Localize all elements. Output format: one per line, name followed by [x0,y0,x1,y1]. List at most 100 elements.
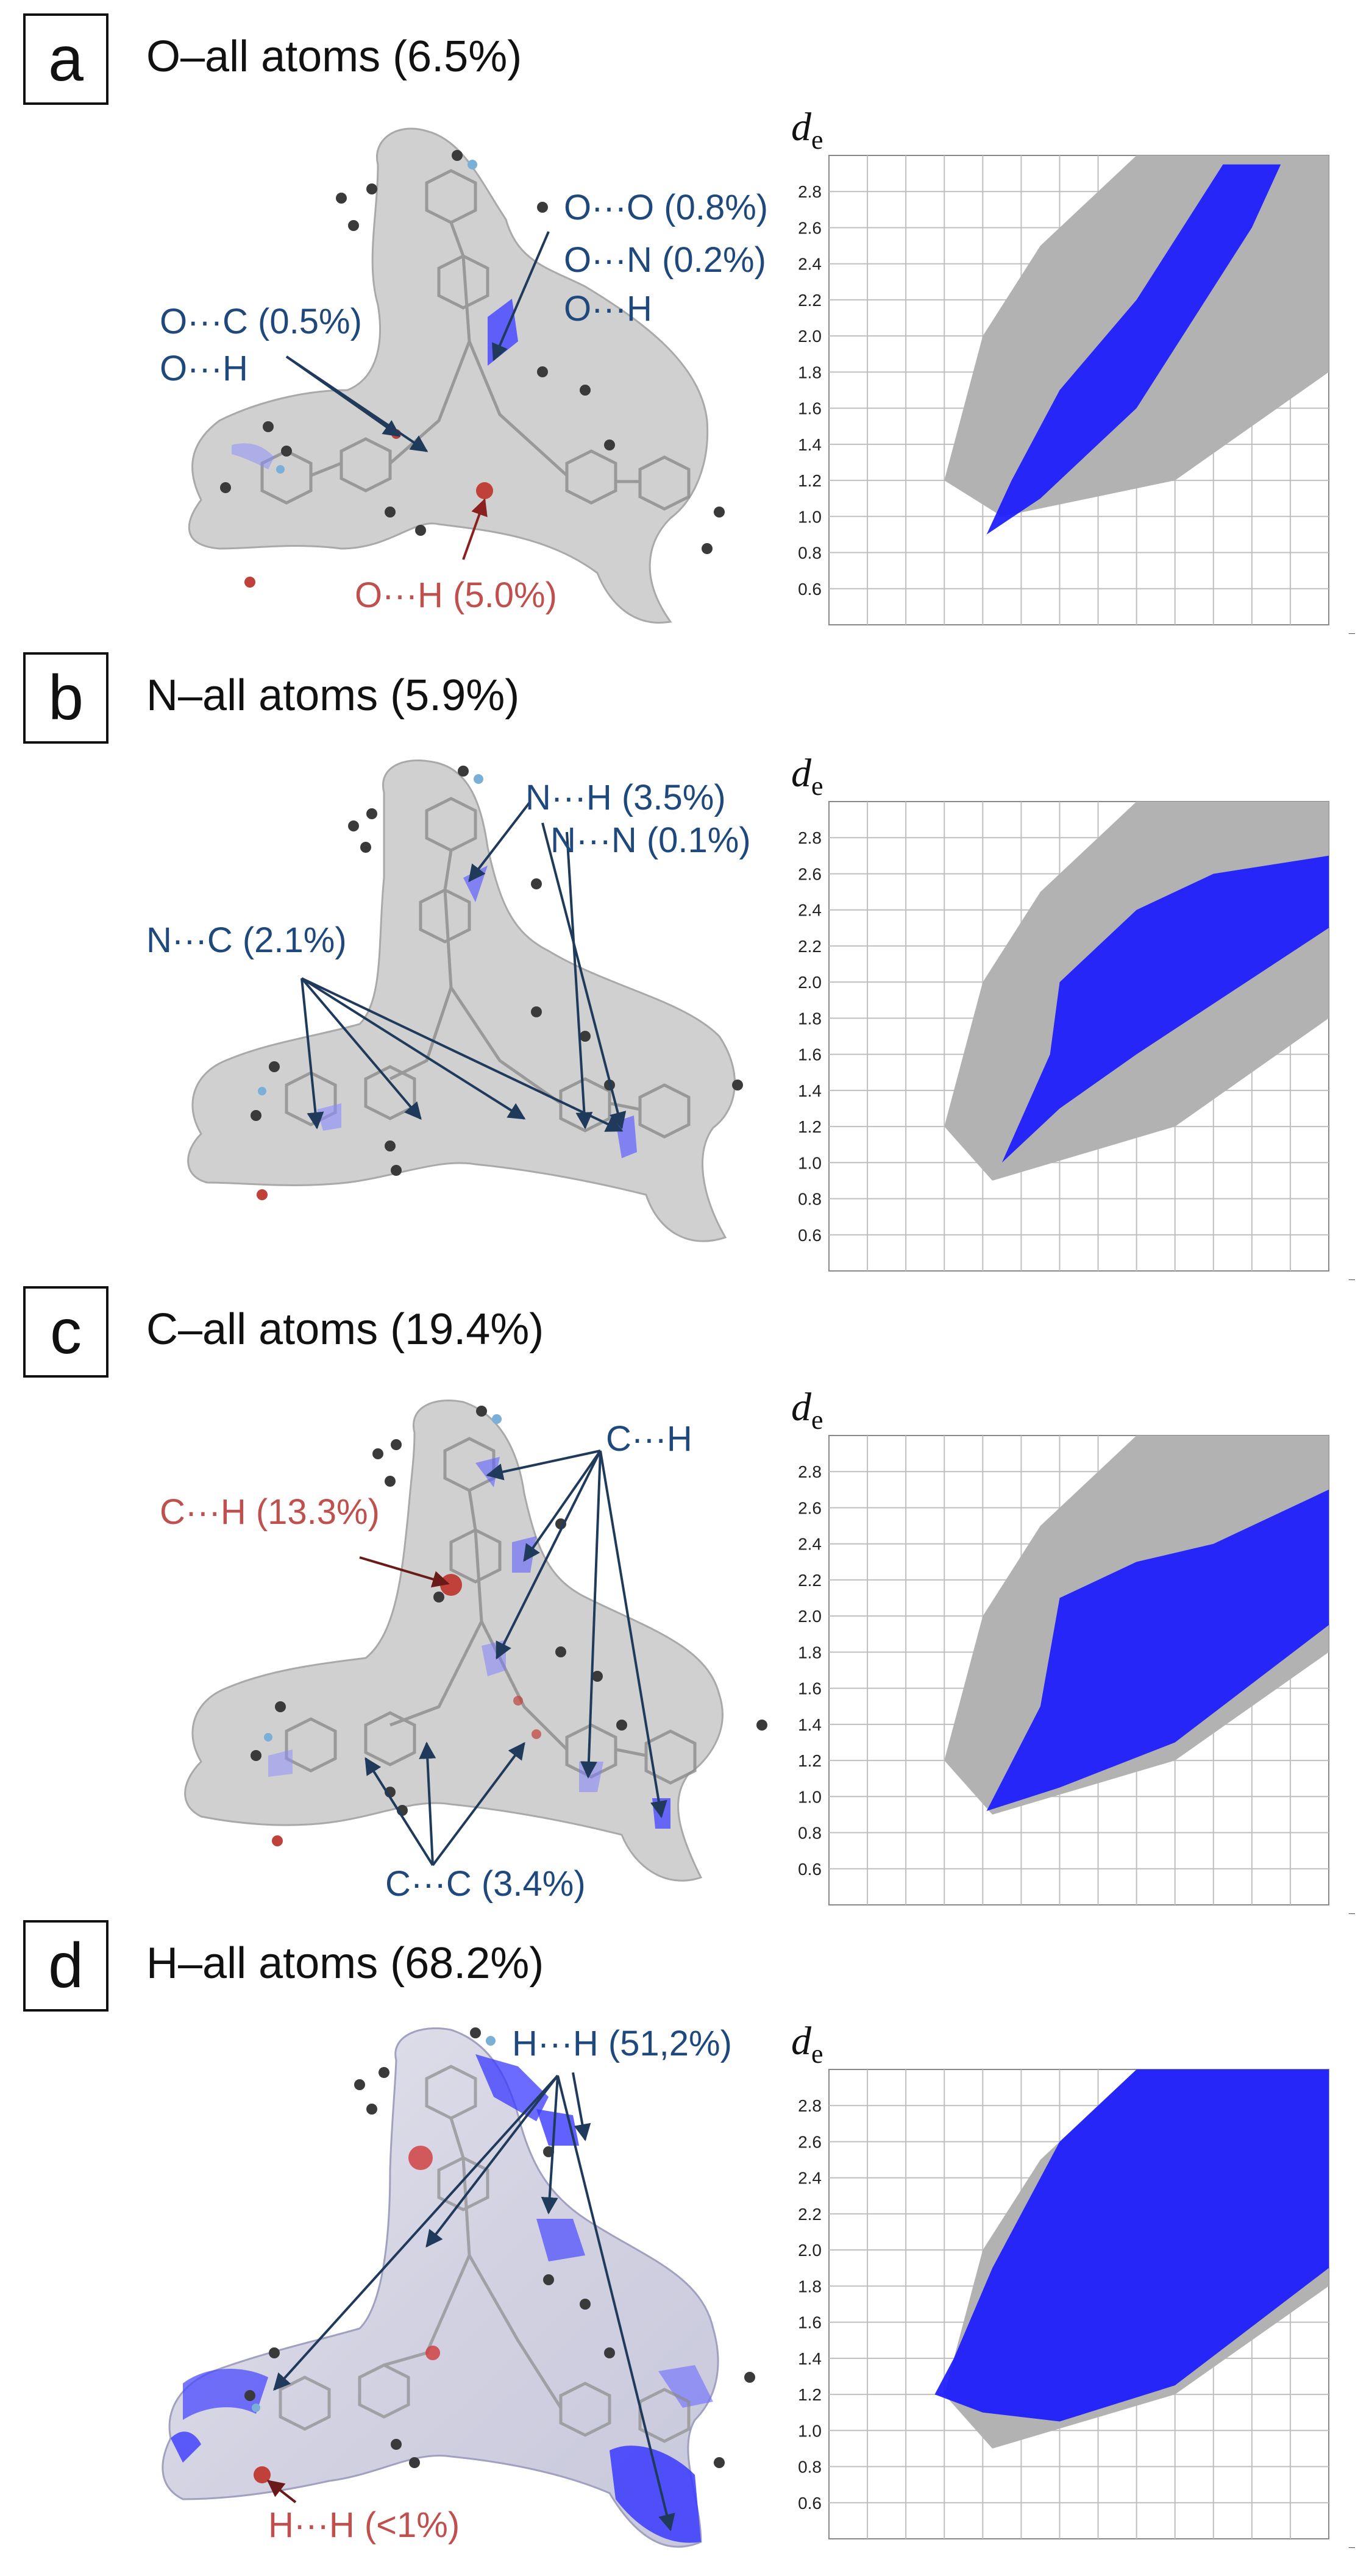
contact-patch [171,2432,201,2463]
hetero-atom-spheres [276,160,477,474]
contact-label: N···C (2.1%) [146,920,347,960]
panel-a: a O–all atoms (6.5%) [0,0,1369,676]
hetero-atom-spheres [264,1414,502,1742]
y-tick-label: 1.2 [798,2385,822,2404]
contact-spot [408,2146,433,2170]
y-tick-label: 2.4 [798,255,822,274]
y-tick-label: 2.4 [798,901,822,920]
fingerprint-region-blue [986,1489,1329,1811]
fingerprint-plot-svg: 0.60.81.01.21.41.61.82.02.22.42.62.80.60… [791,105,1362,676]
fingerprint-plot: 0.60.81.01.21.41.61.82.02.22.42.62.80.60… [774,646,1369,1322]
contact-patch [183,2369,268,2420]
y-tick-label: 1.4 [798,2349,822,2368]
y-tick-label: 2.6 [798,864,822,883]
hirshfeld-surface-figure [188,127,725,624]
y-tick-label: 2.0 [798,2241,822,2260]
y-tick-label: 2.8 [798,828,822,847]
molecule-skeleton [260,169,691,511]
panel-title: N–all atoms (5.9%) [146,671,520,720]
panel-title: H–all atoms (68.2%) [146,1939,544,1988]
contact-label: H···H (51,2%) [512,2024,732,2063]
y-tick-label: 2.2 [798,291,822,310]
x-axis-label: di [1335,1906,1362,1914]
fingerprint-plot: 0.60.81.01.21.41.61.82.02.22.42.62.80.60… [774,0,1369,676]
y-tick-label: 2.2 [798,1571,822,1590]
y-tick-label: 2.0 [798,327,822,346]
y-tick-label: 2.6 [798,2132,822,2151]
y-tick-label: 2.0 [798,973,822,992]
contact-label: C···H [606,1419,692,1459]
oxygen-atom [244,577,255,588]
fingerprint-region-blue [986,164,1281,535]
contact-spot [476,482,493,499]
fingerprint-plot: 0.60.81.01.21.41.61.82.02.22.42.62.80.60… [774,1914,1369,2576]
hirshfeld-surface [162,2027,719,2548]
fingerprint-plot-svg: 0.60.81.01.21.41.61.82.02.22.42.62.80.60… [791,2019,1362,2576]
panel-letter: d [23,1920,108,2012]
y-tick-label: 1.6 [798,2313,822,2332]
hirshfeld-surface-figure [162,2027,755,2548]
panel-letter: a [23,13,108,105]
y-tick-label: 1.6 [798,1679,822,1698]
contact-label: O···H (5.0%) [355,575,557,615]
oxygen-atom [257,1189,268,1200]
y-tick-label: 0.6 [798,2494,822,2513]
y-tick-label: 1.0 [798,1787,822,1806]
y-tick-label: 2.4 [798,1535,822,1554]
y-tick-label: 2.6 [798,1498,822,1517]
y-tick-label: 1.0 [798,2421,822,2440]
contact-patch [268,1749,293,1777]
contact-label: N···N (0.1%) [550,820,751,860]
hirshfeld-surface [184,1399,724,1882]
y-tick-label: 1.4 [798,1081,822,1100]
y-tick-label: 1.8 [798,1643,822,1662]
y-tick-label: 1.8 [798,2277,822,2296]
y-tick-label: 1.2 [798,1751,822,1770]
panel-c: c C–all atoms (19.4%) [0,1280,1369,1956]
y-tick-label: 1.6 [798,1045,822,1064]
y-axis-label: de [791,2019,823,2069]
molecule-skeleton [285,1437,697,1785]
hetero-atom-spheres [258,774,483,1095]
molecule-skeleton [279,2065,691,2443]
x-axis-label: di [1335,626,1362,634]
panel-letter: b [23,652,108,744]
panel-b: b N–all atoms (5.9%) [0,646,1369,1322]
y-tick-label: 0.6 [798,1226,822,1245]
contact-label: N···H (3.5%) [525,778,726,817]
y-tick-label: 1.8 [798,363,822,382]
y-tick-label: 2.4 [798,2169,822,2188]
y-tick-label: 2.8 [798,182,822,201]
hirshfeld-surface-figure [187,759,743,1242]
y-tick-label: 0.8 [798,544,822,563]
y-tick-label: 0.6 [798,1860,822,1879]
y-tick-label: 1.4 [798,1715,822,1734]
y-tick-label: 2.2 [798,2205,822,2224]
x-axis-label: di [1335,2540,1362,2548]
fingerprint-region-blue [1001,855,1329,1163]
y-tick-label: 1.2 [798,471,822,490]
y-axis-label: de [791,105,823,155]
atom-spheres [244,2027,755,2468]
contact-label: O···H [160,349,248,388]
contact-label: O···H [564,289,652,329]
y-axis-label: de [791,1385,823,1435]
contact-label: C···H (13.3%) [160,1492,380,1532]
fingerprint-plot-svg: 0.60.81.01.21.41.61.82.02.22.42.62.80.60… [791,751,1362,1322]
contact-spot [440,1574,462,1596]
panel-letter: c [23,1286,108,1378]
y-tick-label: 1.2 [798,1117,822,1136]
contact-spot [254,2466,271,2483]
y-tick-label: 1.6 [798,399,822,418]
contact-spot [532,1729,541,1739]
y-tick-label: 2.8 [798,2096,822,2115]
fingerprint-plot-svg: 0.60.81.01.21.41.61.82.02.22.42.62.80.60… [791,1385,1362,1956]
contact-label: O···C (0.5%) [160,302,362,341]
y-tick-label: 0.6 [798,580,822,599]
y-tick-label: 0.8 [798,2458,822,2477]
y-axis-label: de [791,751,823,801]
y-tick-label: 1.8 [798,1009,822,1028]
fingerprint-plot: 0.60.81.01.21.41.61.82.02.22.42.62.80.60… [774,1280,1369,1956]
contact-spot [425,2346,440,2360]
contact-patch [658,2365,713,2408]
